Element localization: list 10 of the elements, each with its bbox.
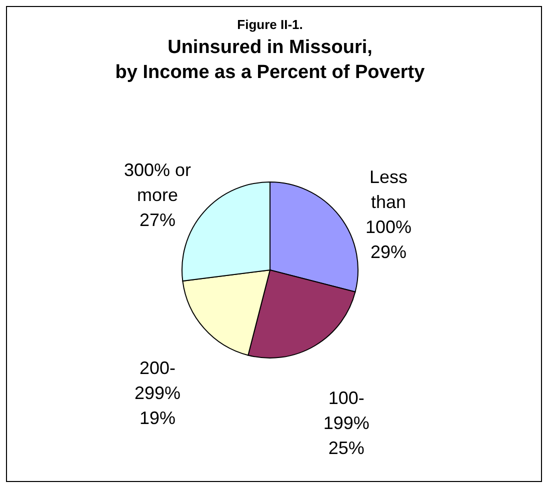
slice-label: 100-199%	[323, 388, 370, 434]
chart-title: Figure II-1.	[237, 17, 303, 32]
data-label: 19%	[139, 408, 176, 428]
data-label: 29%	[370, 242, 407, 262]
chart-subtitle: Uninsured in Missouri, by Income as a Percent of Poverty	[115, 37, 426, 83]
data-label: 25%	[328, 438, 364, 458]
data-label: 27%	[139, 210, 176, 230]
slice-label: 300% or more	[124, 160, 192, 205]
slice-label: Less than 100%	[366, 167, 412, 238]
slice-label: 200-299%	[134, 358, 181, 404]
